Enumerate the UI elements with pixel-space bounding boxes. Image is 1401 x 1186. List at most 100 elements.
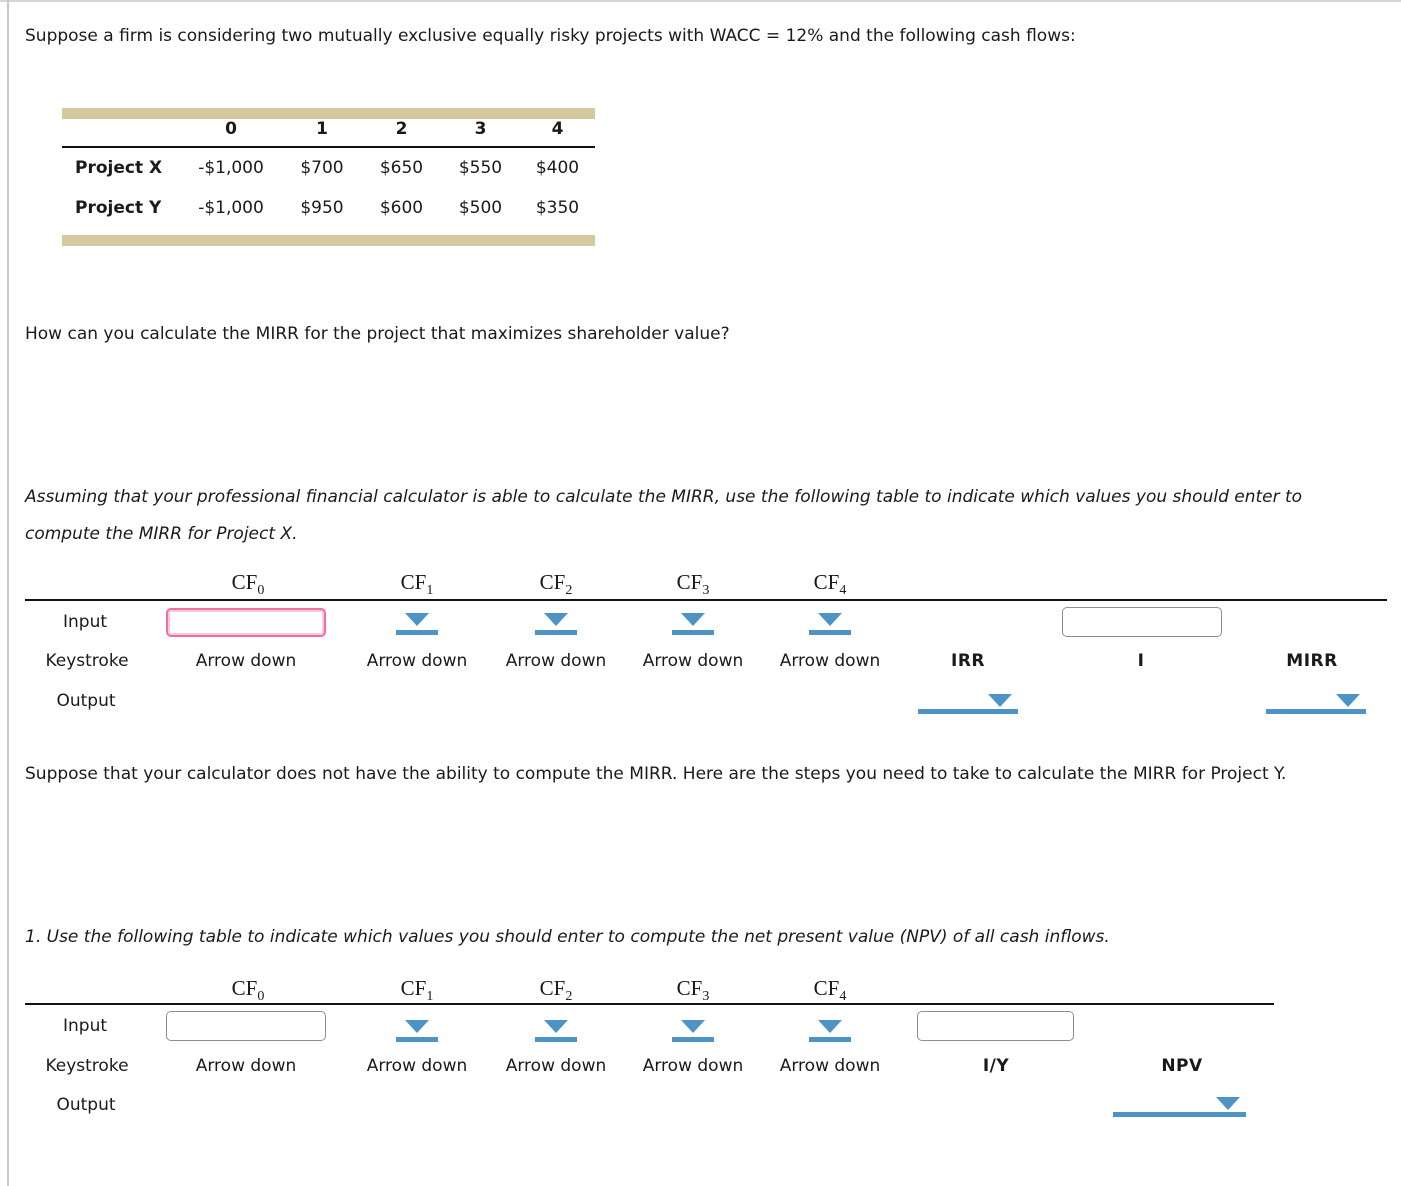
npv-cf3-dropdown[interactable] <box>672 1020 714 1042</box>
cf-base: CF <box>400 976 427 1000</box>
cf-sub: 1 <box>426 583 434 598</box>
cashflow-value: $500 <box>458 198 503 218</box>
cf-sub: 4 <box>839 989 847 1004</box>
manual-steps-text: Suppose that your calculator does not ha… <box>25 764 1287 784</box>
keystroke-row-label: Keystroke <box>45 651 129 671</box>
npv-cf4-dropdown[interactable] <box>809 1020 851 1042</box>
keystroke-arrow-down: Arrow down <box>505 1056 607 1076</box>
dropdown-arrow-icon <box>1216 1097 1240 1110</box>
npv-cf0-input[interactable] <box>166 1011 326 1041</box>
mirr-instruction-line2: compute the MIRR for Project X. <box>25 524 298 544</box>
cashflow-value: -$1,000 <box>198 158 264 178</box>
step1-text: 1. Use the following table to indicate w… <box>25 927 1110 947</box>
keystroke-iy: I/Y <box>982 1056 1010 1076</box>
keystroke-row-label: Keystroke <box>45 1056 129 1076</box>
corner-cell <box>62 119 180 148</box>
cf-base: CF <box>676 976 703 1000</box>
table-spacer <box>62 228 595 235</box>
cashflow-value: $650 <box>379 158 424 178</box>
dropdown-arrow-icon <box>818 1020 842 1033</box>
keystroke-arrow-down: Arrow down <box>195 651 297 671</box>
npv-iy-input[interactable] <box>917 1011 1074 1041</box>
cf-sub: 2 <box>565 989 573 1004</box>
period-header: 3 <box>441 119 520 148</box>
npv-table-header-line <box>25 1003 1274 1005</box>
dropdown-arrow-icon <box>988 694 1012 707</box>
cf0-header: CF0 <box>232 976 265 1004</box>
npv-cf1-dropdown[interactable] <box>396 1020 438 1042</box>
mirr-cf1-dropdown[interactable] <box>396 613 438 635</box>
keystroke-npv: NPV <box>1161 1056 1203 1076</box>
cf3-header: CF3 <box>676 570 710 598</box>
dropdown-arrow-icon <box>681 1020 705 1033</box>
cf1-header: CF1 <box>400 570 434 598</box>
cashflow-value: -$1,000 <box>198 198 264 218</box>
dropdown-arrow-icon <box>818 613 842 626</box>
dropdown-arrow-icon <box>405 613 429 626</box>
keystroke-arrow-down: Arrow down <box>779 651 881 671</box>
mirr-table-header-line <box>25 599 1387 601</box>
keystroke-arrow-down: Arrow down <box>366 1056 468 1076</box>
dropdown-underline <box>1266 709 1366 714</box>
keystroke-arrow-down: Arrow down <box>195 1056 297 1076</box>
cf-base: CF <box>231 570 258 594</box>
cf-sub: 1 <box>426 989 434 1004</box>
cf4-header: CF4 <box>813 976 847 1004</box>
cashflow-value: $400 <box>535 158 580 178</box>
cf-base: CF <box>813 570 840 594</box>
mirr-cf4-dropdown[interactable] <box>809 613 851 635</box>
period-header: 1 <box>282 119 362 148</box>
cf2-header: CF2 <box>539 570 573 598</box>
mirr-question: How can you calculate the MIRR for the p… <box>25 324 730 344</box>
mirr-cf0-input[interactable] <box>166 608 326 637</box>
cashflow-value: $950 <box>300 198 344 218</box>
cashflow-grid: 0 1 2 3 4 Project X -$1,000 $700 $650 $5… <box>62 119 595 228</box>
table-top-bar <box>62 108 595 119</box>
npv-output-dropdown[interactable] <box>1113 1097 1246 1117</box>
mirr-i-input[interactable] <box>1062 607 1222 637</box>
dropdown-arrow-icon <box>681 613 705 626</box>
cf-sub: 0 <box>257 989 265 1004</box>
cf-sub: 3 <box>702 989 710 1004</box>
cashflow-value: $600 <box>379 198 424 218</box>
cf-base: CF <box>813 976 840 1000</box>
cf-sub: 2 <box>565 583 573 598</box>
dropdown-underline <box>535 630 577 635</box>
cf0-header: CF0 <box>231 570 265 598</box>
table-bottom-bar <box>62 235 595 246</box>
page-top-border <box>0 0 1401 2</box>
dropdown-arrow-icon <box>405 1020 429 1033</box>
cf3-header: CF3 <box>676 976 710 1004</box>
dropdown-arrow-icon <box>1336 694 1360 707</box>
dropdown-arrow-icon <box>544 613 568 626</box>
cf-sub: 3 <box>702 583 710 598</box>
cf-base: CF <box>400 570 427 594</box>
npv-cf2-dropdown[interactable] <box>535 1020 577 1042</box>
irr-output-dropdown[interactable] <box>918 694 1018 714</box>
keystroke-arrow-down: Arrow down <box>642 1056 744 1076</box>
keystroke-irr: IRR <box>950 651 986 671</box>
mirr-instruction-line1: Assuming that your professional financia… <box>25 487 1303 507</box>
keystroke-arrow-down: Arrow down <box>642 651 744 671</box>
cf-base: CF <box>676 570 703 594</box>
period-header: 4 <box>520 119 595 148</box>
cf-sub: 4 <box>839 583 847 598</box>
cashflow-value: $350 <box>535 198 580 218</box>
dropdown-underline <box>396 630 438 635</box>
project-y-label: Project Y <box>75 198 162 218</box>
mirr-output-dropdown[interactable] <box>1266 694 1366 714</box>
cf-base: CF <box>539 570 566 594</box>
cf2-header: CF2 <box>540 976 573 1004</box>
intro-text: Suppose a firm is considering two mutual… <box>25 26 1076 46</box>
output-row-label: Output <box>56 1095 116 1115</box>
table-row: Project Y -$1,000 $950 $600 $500 $350 <box>62 188 595 228</box>
mirr-cf3-dropdown[interactable] <box>672 613 714 635</box>
cashflow-header-row: 0 1 2 3 4 <box>62 119 595 148</box>
keystroke-arrow-down: Arrow down <box>779 1056 881 1076</box>
mirr-cf2-dropdown[interactable] <box>535 613 577 635</box>
dropdown-underline <box>535 1037 577 1042</box>
project-x-label: Project X <box>75 158 163 178</box>
dropdown-underline <box>809 1037 851 1042</box>
keystroke-arrow-down: Arrow down <box>366 651 468 671</box>
